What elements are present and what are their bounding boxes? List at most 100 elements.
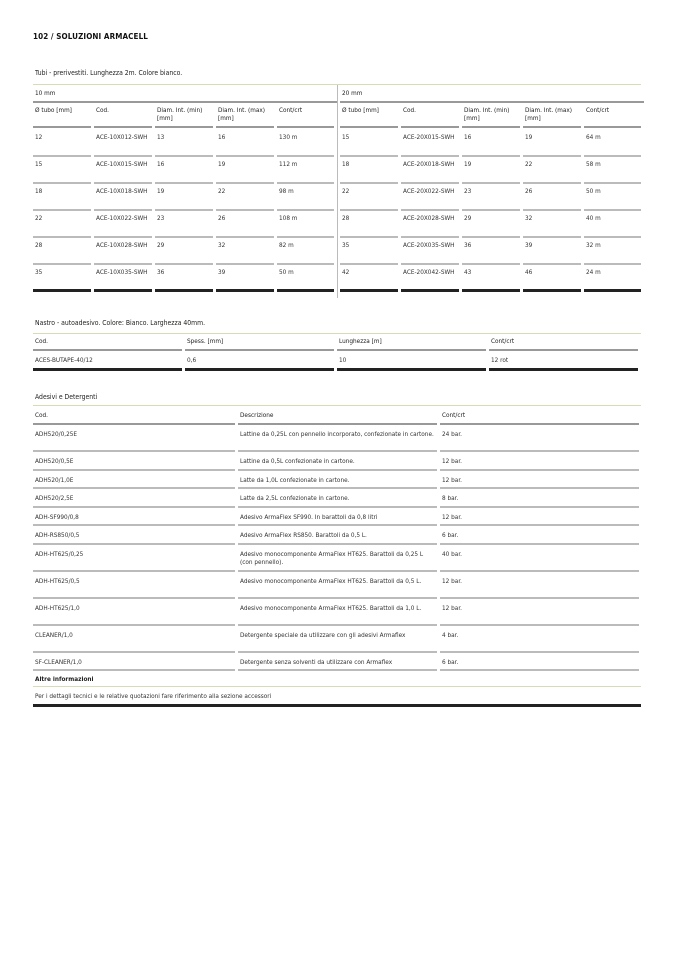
table-cell: 19 <box>216 157 274 184</box>
table-cell: 18 <box>340 157 398 184</box>
group-label: 20 mm <box>340 85 644 103</box>
table-cell: 42 <box>340 265 398 292</box>
table-cell: 98 m <box>277 184 334 211</box>
table-cell: 15 <box>33 157 91 184</box>
header-row: Cod. Descrizione Cont/crt <box>33 406 641 425</box>
column-header: Cont/crt <box>489 334 638 351</box>
tubi-group-1: 20 mm Ø tubo [mm] Cod. Diam. Int. (min) [mm… <box>340 85 644 292</box>
table-cell: ADH-SF990/0,8 <box>33 508 235 526</box>
table-cell: 19 <box>523 130 581 157</box>
table-row: 28 ACE-10X028-SWH 29 32 82 m <box>33 238 337 265</box>
table-cell: ADH-HT625/0,5 <box>33 572 235 599</box>
table-cell: ACE-20X042-SWH <box>401 265 459 292</box>
table-cell: 6 bar. <box>440 526 639 545</box>
divider <box>337 85 338 298</box>
table-cell: 12 bar. <box>440 599 639 626</box>
table-cell: 8 bar. <box>440 489 639 508</box>
table-cell: 32 m <box>584 238 641 265</box>
table-cell: 28 <box>33 238 91 265</box>
table-cell: ADH520/0,5E <box>33 452 235 471</box>
table-cell: 36 <box>155 265 213 292</box>
table-cell: Detergente speciale da utilizzare con gl… <box>238 626 437 653</box>
table-cell: Lattine da 0,25L con pennello incorporat… <box>238 425 437 452</box>
column-header: Cod. <box>94 103 152 128</box>
column-header: Cod. <box>33 406 235 425</box>
table-cell: ACES-BUTAPE-40/12 <box>33 351 182 371</box>
table-cell: 35 <box>340 238 398 265</box>
table-cell: ACE-10X028-SWH <box>94 238 152 265</box>
table-row: 12 ACE-10X012-SWH 13 16 130 m <box>33 130 337 157</box>
table-cell: ACE-20X035-SWH <box>401 238 459 265</box>
table-row: CLEANER/1,0 Detergente speciale da utiliz… <box>33 626 641 653</box>
table-row: 15 ACE-20X015-SWH 16 19 64 m <box>340 130 644 157</box>
table-cell: 18 <box>33 184 91 211</box>
table-cell: 15 <box>340 130 398 157</box>
column-header: Diam. Int. (min) [mm] <box>462 103 520 128</box>
table-cell: 16 <box>216 130 274 157</box>
altre-informazioni-label: Altre informazioni <box>33 671 641 687</box>
table-cell: 12 <box>33 130 91 157</box>
table-row: 18 ACE-10X018-SWH 19 22 98 m <box>33 184 337 211</box>
table-cell: 12 rot <box>489 351 638 371</box>
table-cell: 24 bar. <box>440 425 639 452</box>
adesivi-title: Adesivi e Detergenti <box>35 393 98 401</box>
table-cell: Adesivo ArmaFlex RS850. Barattoli da 0,5… <box>238 526 437 545</box>
table-cell: 40 m <box>584 211 641 238</box>
table-cell: CLEANER/1,0 <box>33 626 235 653</box>
divider <box>33 84 641 85</box>
table-cell: 22 <box>33 211 91 238</box>
table-cell: 32 <box>216 238 274 265</box>
header-row: Cod. Spess. [mm] Lunghezza [m] Cont/crt <box>33 334 638 351</box>
column-header: Cod. <box>33 334 182 351</box>
table-cell: 19 <box>462 157 520 184</box>
table-cell: 22 <box>340 184 398 211</box>
table-cell: ADH-HT625/1,0 <box>33 599 235 626</box>
column-header: Diam. Int. (max) [mm] <box>216 103 274 128</box>
divider <box>33 405 641 406</box>
table-cell: 0,6 <box>185 351 334 371</box>
table-row: ADH520/2,5E Latte da 2,5L confezionate in… <box>33 489 641 508</box>
column-header: Cont/crt <box>440 406 639 425</box>
table-cell: 50 m <box>277 265 334 292</box>
table-cell: Lattine da 0,5L confezionate in cartone. <box>238 452 437 471</box>
column-header: Diam. Int. (min) [mm] <box>155 103 213 128</box>
table-cell: 46 <box>523 265 581 292</box>
table-cell: 12 bar. <box>440 452 639 471</box>
nastro-table: Cod. Spess. [mm] Lunghezza [m] Cont/crt ACES… <box>33 334 638 371</box>
table-cell: ACE-20X028-SWH <box>401 211 459 238</box>
table-cell: 64 m <box>584 130 641 157</box>
column-header: Cont/crt <box>277 103 334 128</box>
table-row: ADH-SF990/0,8 Adesivo ArmaFlex SF990. In … <box>33 508 641 526</box>
altre-informazioni-text: Per i dettagli tecnici e le relative quo… <box>33 687 641 707</box>
table-cell: 43 <box>462 265 520 292</box>
table-row: 22 ACE-10X022-SWH 23 26 108 m <box>33 211 337 238</box>
table-cell: 16 <box>462 130 520 157</box>
table-row: 22 ACE-20X022-SWH 23 26 50 m <box>340 184 644 211</box>
table-cell: 39 <box>523 238 581 265</box>
table-cell: SF-CLEANER/1,0 <box>33 653 235 671</box>
table-cell: ADH-RS850/0,5 <box>33 526 235 545</box>
table-cell: 23 <box>155 211 213 238</box>
table-cell: Latte da 2,5L confezionate in cartone. <box>238 489 437 508</box>
table-row: ADH520/1,0E Latte da 1,0L confezionate in… <box>33 471 641 489</box>
column-header: Diam. Int. (max) [mm] <box>523 103 581 128</box>
table-cell: 12 bar. <box>440 508 639 526</box>
page-header: 102 / SOLUZIONI ARMACELL <box>33 32 148 41</box>
table-cell: ACE-10X012-SWH <box>94 130 152 157</box>
table-cell: 108 m <box>277 211 334 238</box>
table-cell: 10 <box>337 351 486 371</box>
table-cell: 39 <box>216 265 274 292</box>
divider <box>33 333 641 334</box>
column-header: Cod. <box>401 103 459 128</box>
table-cell: ADH520/1,0E <box>33 471 235 489</box>
tubi-group-0: 10 mm Ø tubo [mm] Cod. Diam. Int. (min) [mm… <box>33 85 337 292</box>
table-cell: 29 <box>155 238 213 265</box>
column-header: Ø tubo [mm] <box>33 103 91 128</box>
table-cell: 36 <box>462 238 520 265</box>
table-cell: 16 <box>155 157 213 184</box>
table-cell: 26 <box>523 184 581 211</box>
adesivi-table: Cod. Descrizione Cont/crt ADH520/0,25E Latti… <box>33 406 641 707</box>
table-row: 15 ACE-10X015-SWH 16 19 112 m <box>33 157 337 184</box>
table-row: SF-CLEANER/1,0 Detergente senza solventi … <box>33 653 641 671</box>
table-row: 35 ACE-10X035-SWH 36 39 50 m <box>33 265 337 292</box>
